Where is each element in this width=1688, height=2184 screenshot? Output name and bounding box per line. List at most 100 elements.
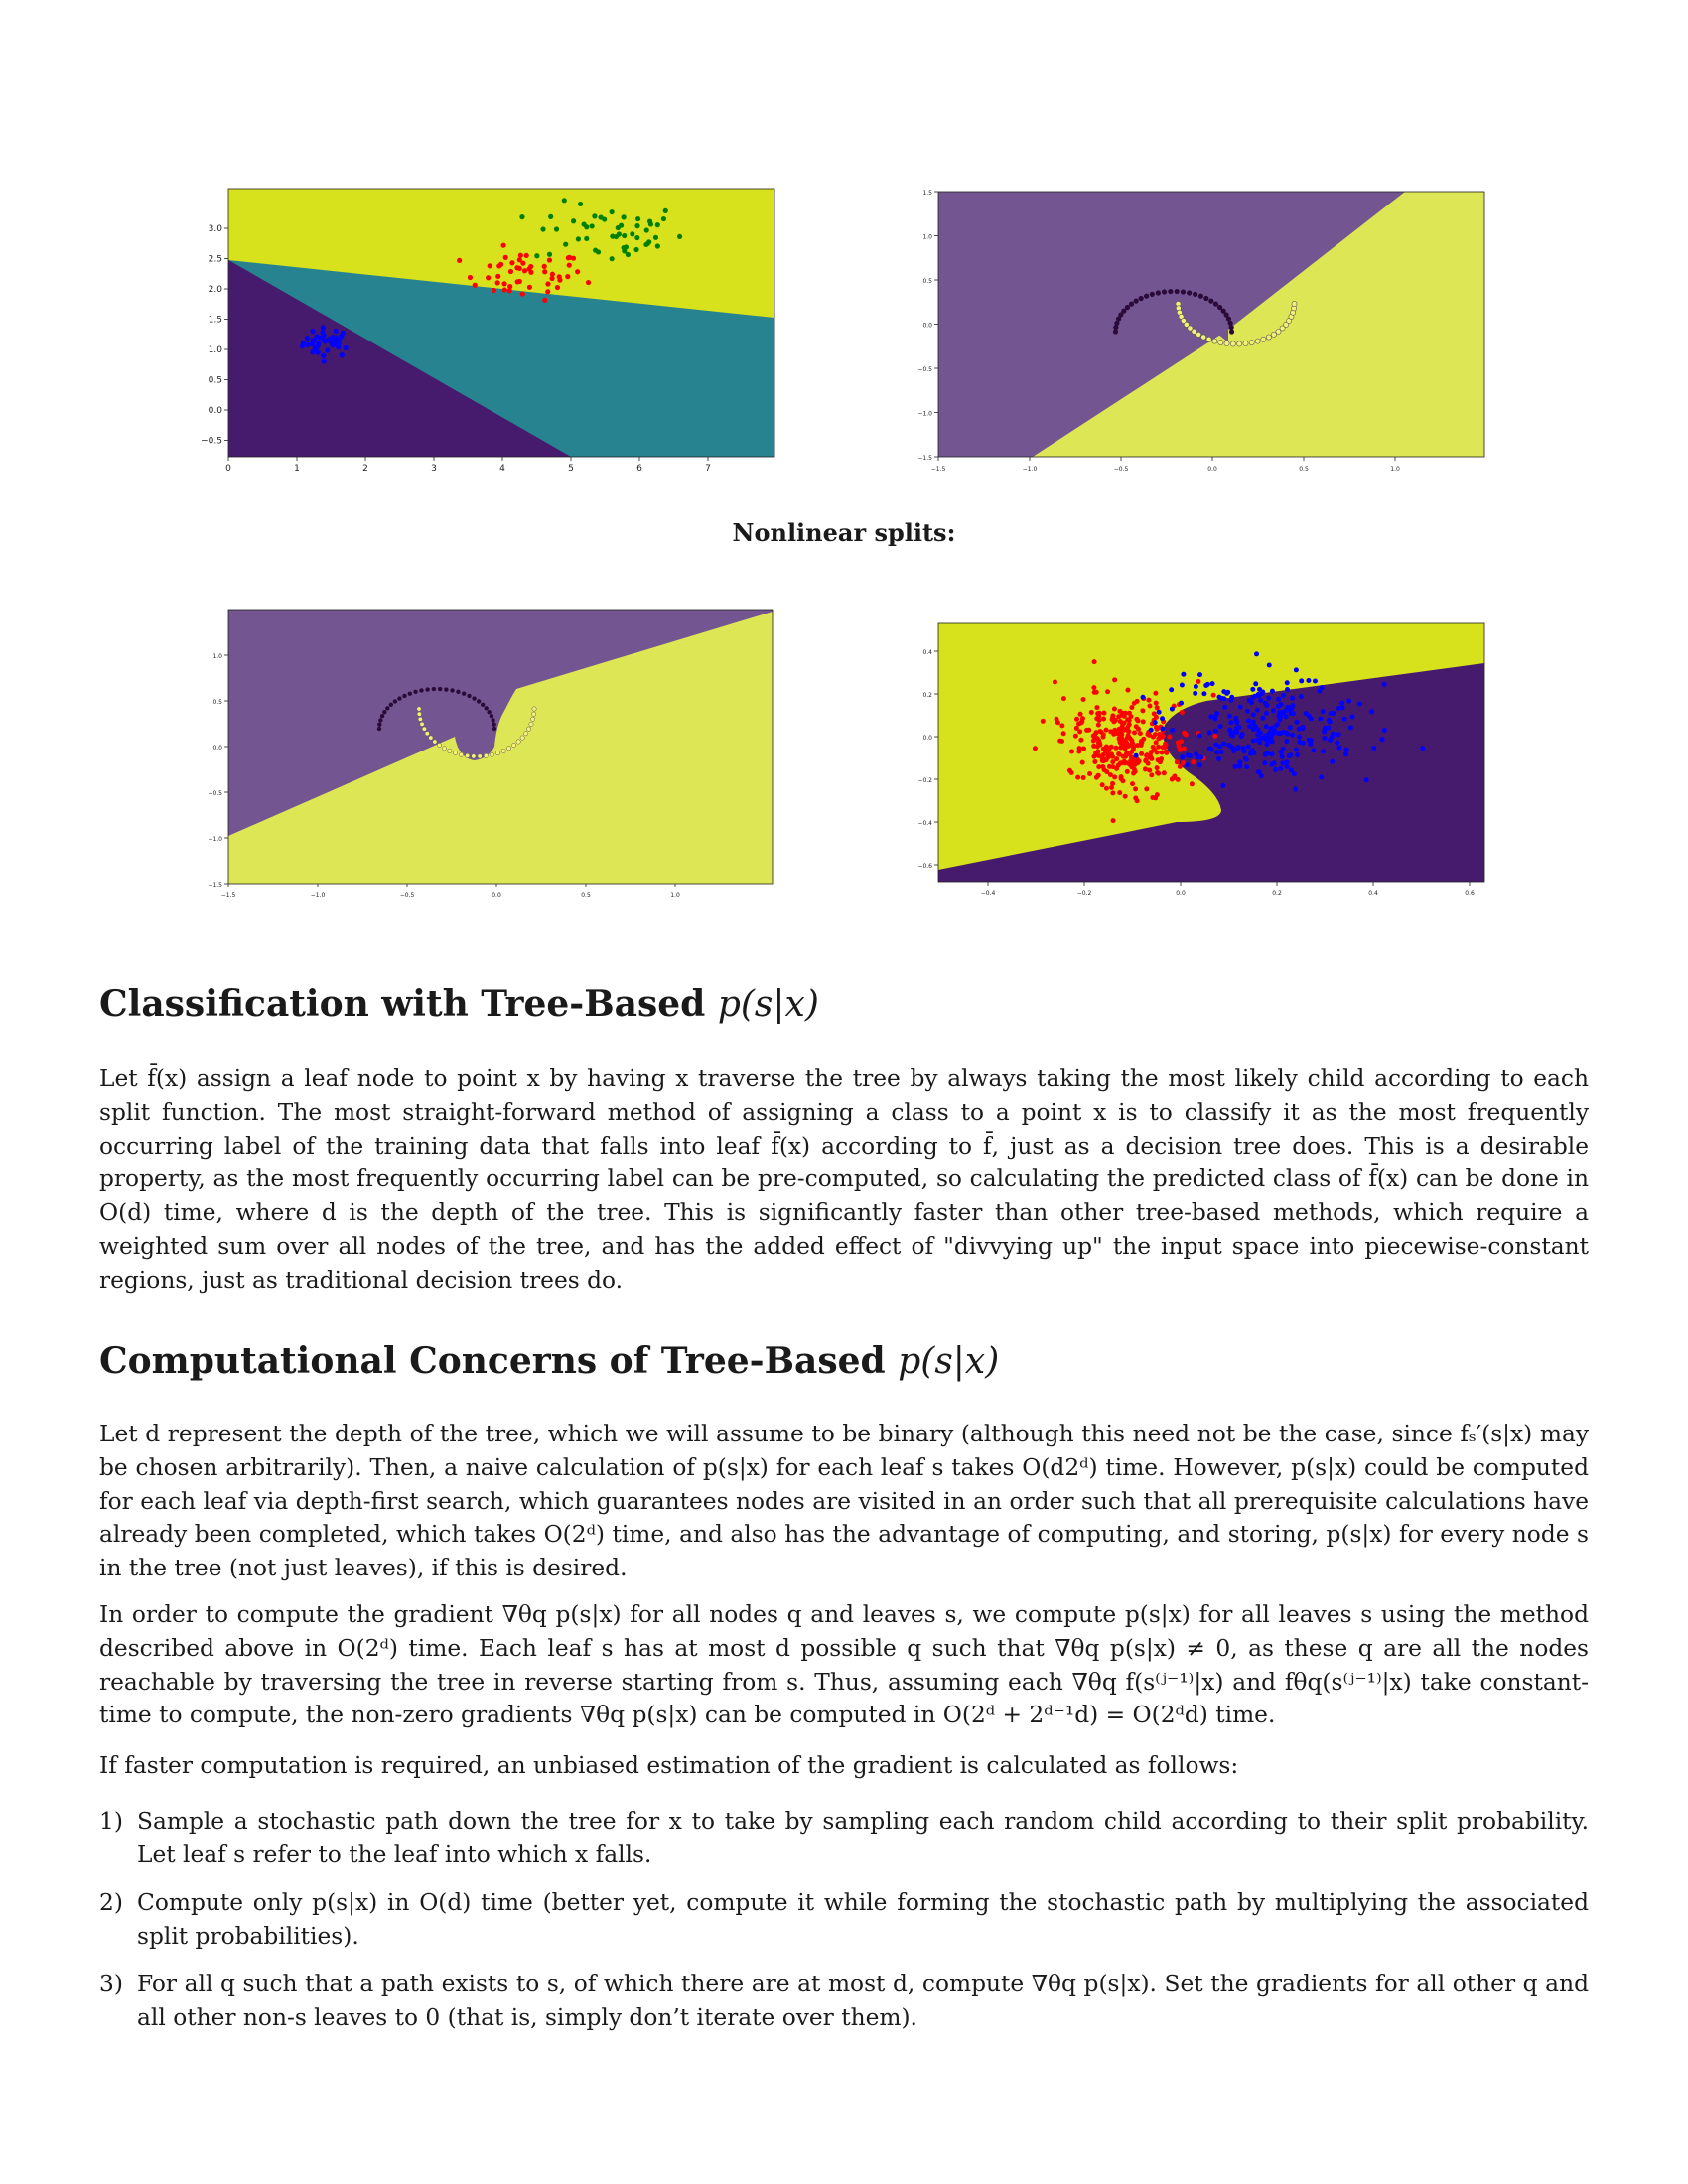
point-class-1 xyxy=(1129,705,1135,711)
point-class-3 xyxy=(652,234,659,240)
point-class-3 xyxy=(622,232,628,239)
point-class-2 xyxy=(1312,678,1318,684)
point-class-2 xyxy=(1179,700,1185,706)
point-class-2 xyxy=(1196,733,1202,739)
point-class-1 xyxy=(1111,706,1117,712)
point-moon-upper xyxy=(379,714,385,719)
point-class-1 xyxy=(1118,774,1124,780)
point-class-2 xyxy=(1251,719,1257,725)
x-tick-label: 3 xyxy=(431,464,437,474)
point-moon-upper xyxy=(492,726,497,732)
point-class-3 xyxy=(634,223,640,229)
point-moon-lower xyxy=(531,711,537,717)
point-class-2 xyxy=(1247,724,1253,730)
point-class-2 xyxy=(1258,735,1264,741)
point-class-1 xyxy=(1107,772,1113,778)
x-tick-label: 1.0 xyxy=(1390,466,1400,473)
point-moon-lower xyxy=(416,706,422,712)
point-moon-lower xyxy=(1187,325,1194,332)
point-class-1 xyxy=(1129,738,1135,744)
point-class-1 xyxy=(1131,700,1137,706)
point-class-2 xyxy=(487,263,492,269)
region-yellow xyxy=(228,612,773,884)
point-class-2 xyxy=(502,254,508,260)
point-class-3 xyxy=(598,214,604,220)
point-class-1 xyxy=(1155,770,1161,776)
x-tick-label: 0.5 xyxy=(1299,466,1309,473)
y-tick-label: −0.4 xyxy=(917,820,932,827)
point-class-2 xyxy=(1264,742,1270,748)
point-class-1 xyxy=(1160,745,1166,751)
point-class-2 xyxy=(1220,782,1226,788)
point-class-2 xyxy=(1160,726,1166,732)
point-class-2 xyxy=(1281,693,1287,699)
point-class-2 xyxy=(1160,716,1166,722)
point-class-2 xyxy=(495,273,501,280)
point-moon-upper xyxy=(437,686,443,692)
point-class-1 xyxy=(305,341,311,348)
list-item: 2) Compute only p(s|x) in O(d) time (bet… xyxy=(99,1889,1589,1950)
point-class-1 xyxy=(1073,725,1079,731)
point-moon-upper xyxy=(1112,329,1119,335)
x-tick-label: −1.5 xyxy=(931,466,946,473)
point-moon-lower xyxy=(453,751,458,756)
point-class-1 xyxy=(1189,781,1195,787)
point-class-2 xyxy=(1258,698,1264,704)
paragraph-depth: Let d represent the depth of the tree, w… xyxy=(99,1421,1589,1582)
point-class-2 xyxy=(557,277,563,283)
point-class-2 xyxy=(1140,694,1146,700)
point-class-2 xyxy=(1237,759,1243,765)
point-class-1 xyxy=(1156,744,1162,750)
point-class-2 xyxy=(1193,683,1198,689)
point-moon-lower xyxy=(483,752,489,758)
point-class-1 xyxy=(312,345,318,351)
point-moon-lower xyxy=(515,739,521,745)
point-moon-lower xyxy=(1283,321,1290,328)
point-class-2 xyxy=(496,263,502,269)
x-tick-label: 0.4 xyxy=(1368,890,1378,897)
point-class-2 xyxy=(1206,730,1212,736)
point-class-2 xyxy=(1196,762,1202,768)
point-class-1 xyxy=(1104,769,1110,775)
point-class-2 xyxy=(1381,681,1387,687)
point-class-1 xyxy=(1101,710,1107,716)
point-class-2 xyxy=(1319,774,1325,780)
point-class-2 xyxy=(1193,690,1198,696)
point-class-2 xyxy=(1254,651,1260,657)
point-class-1 xyxy=(1105,689,1111,695)
point-class-3 xyxy=(625,251,631,258)
point-class-1 xyxy=(333,328,339,335)
point-class-2 xyxy=(554,284,561,291)
point-moon-lower xyxy=(531,706,537,712)
point-class-2 xyxy=(1262,700,1268,706)
point-class-3 xyxy=(561,198,567,204)
point-class-2 xyxy=(549,271,555,277)
point-class-1 xyxy=(1078,720,1084,726)
list-item: 3) For all q such that a path exists to … xyxy=(99,1971,1589,2031)
point-moon-lower xyxy=(1223,341,1230,346)
point-class-2 xyxy=(1274,722,1280,728)
point-class-2 xyxy=(1285,687,1291,693)
point-class-2 xyxy=(519,291,525,297)
point-class-2 xyxy=(1268,739,1274,745)
point-class-2 xyxy=(1203,682,1209,688)
point-class-2 xyxy=(486,275,492,281)
figure-top-right: 1.5 1.0 0.5 0.0 −0.5 −1.0 −1.5 −1.5 −1.0 −0.5 0.0… xyxy=(894,189,1509,486)
y-tick-label: 0.5 xyxy=(922,278,932,285)
point-moon-lower xyxy=(437,743,442,749)
point-class-3 xyxy=(592,213,598,219)
point-moon-upper xyxy=(472,696,477,701)
point-moon-upper xyxy=(1168,288,1174,295)
y-tick-label: 0.0 xyxy=(212,745,222,751)
point-class-2 xyxy=(1356,701,1362,707)
point-moon-upper xyxy=(1228,329,1235,335)
point-class-3 xyxy=(534,253,540,259)
figure-caption: Nonlinear splits: xyxy=(732,518,956,547)
y-tick-label: 0.5 xyxy=(212,699,222,706)
point-moon-lower xyxy=(495,751,500,756)
point-class-1 xyxy=(1149,772,1155,778)
point-moon-lower xyxy=(1211,338,1218,344)
point-class-1 xyxy=(1143,757,1149,763)
point-class-2 xyxy=(1278,765,1284,771)
point-class-2 xyxy=(1339,700,1345,706)
